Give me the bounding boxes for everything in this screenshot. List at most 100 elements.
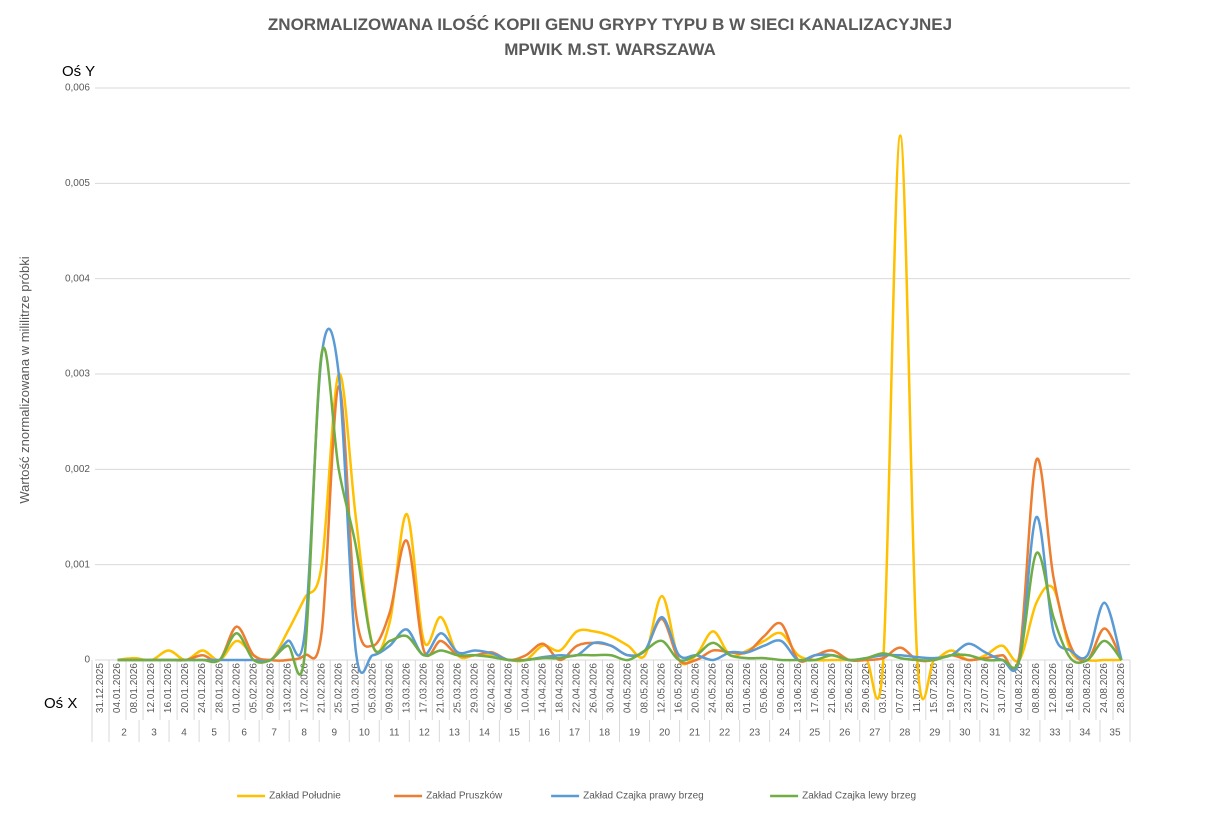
week-label: 8 xyxy=(301,728,307,739)
x-tick-label: 25.03.2026 xyxy=(452,663,463,713)
chart-title: ZNORMALIZOWANA ILOŚĆ KOPII GENU GRYPY TY… xyxy=(268,15,952,34)
week-label: 6 xyxy=(241,728,247,739)
x-tick-label: 05.02.2026 xyxy=(248,663,259,713)
x-tick-label: 21.06.2026 xyxy=(827,663,838,713)
x-tick-label: 08.08.2026 xyxy=(1031,663,1042,713)
legend-label: Zakład Czajka prawy brzeg xyxy=(583,791,704,802)
x-tick-label: 17.06.2026 xyxy=(810,663,821,713)
x-tick-label: 26.04.2026 xyxy=(589,663,600,713)
y-axis-title: Wartość znormalizowana w mililitrze prób… xyxy=(17,256,32,503)
series-line xyxy=(117,385,1123,671)
x-tick-label: 25.02.2026 xyxy=(333,663,344,713)
legend-label: Zakład Czajka lewy brzeg xyxy=(802,791,916,802)
x-tick-label: 04.08.2026 xyxy=(1014,663,1025,713)
week-label: 30 xyxy=(959,728,971,739)
y-tick-label: 0,001 xyxy=(65,559,90,570)
x-tick-label: 21.02.2026 xyxy=(316,663,327,713)
week-label: 35 xyxy=(1109,728,1121,739)
week-label: 20 xyxy=(659,728,671,739)
x-tick-label: 18.04.2026 xyxy=(555,663,566,713)
week-label: 9 xyxy=(331,728,337,739)
x-tick-label: 09.06.2026 xyxy=(776,663,787,713)
week-label: 11 xyxy=(389,728,400,739)
x-tick-label: 20.01.2026 xyxy=(180,663,191,713)
x-tick-label: 11.07.2026 xyxy=(912,663,923,713)
x-tick-label: 31.12.2025 xyxy=(95,663,106,713)
x-tick-label: 12.05.2026 xyxy=(657,663,668,713)
week-label: 28 xyxy=(899,728,911,739)
legend-label: Zakład Południe xyxy=(269,791,341,802)
week-label: 4 xyxy=(181,728,187,739)
x-tick-label: 12.08.2026 xyxy=(1048,663,1059,713)
week-label: 18 xyxy=(599,728,611,739)
series-line xyxy=(117,327,1123,674)
x-tick-label: 30.04.2026 xyxy=(606,663,617,713)
week-label: 5 xyxy=(211,728,217,739)
week-label: 25 xyxy=(809,728,821,739)
x-tick-label: 06.04.2026 xyxy=(504,663,515,713)
week-label: 17 xyxy=(569,728,581,739)
series-line xyxy=(117,134,1122,701)
x-tick-label: 20.08.2026 xyxy=(1082,663,1093,713)
week-label: 16 xyxy=(539,728,551,739)
week-label: 21 xyxy=(689,728,701,739)
x-tick-label: 22.04.2026 xyxy=(572,663,583,713)
x-tick-label: 01.06.2026 xyxy=(742,663,753,713)
x-tick-label: 21.03.2026 xyxy=(435,663,446,713)
x-tick-label: 16.08.2026 xyxy=(1065,663,1076,713)
x-tick-label: 19.07.2026 xyxy=(946,663,957,713)
week-label: 3 xyxy=(151,728,157,739)
week-label: 10 xyxy=(359,728,371,739)
x-tick-label: 28.01.2026 xyxy=(214,663,225,713)
x-tick-label: 09.02.2026 xyxy=(265,663,276,713)
x-tick-label: 29.03.2026 xyxy=(470,663,481,713)
y-tick-label: 0 xyxy=(84,655,90,666)
week-label: 12 xyxy=(419,728,431,739)
week-label: 23 xyxy=(749,728,761,739)
x-tick-label: 24.08.2026 xyxy=(1099,663,1110,713)
y-tick-label: 0,004 xyxy=(65,273,90,284)
x-tick-label: 10.04.2026 xyxy=(521,663,532,713)
x-tick-label: 17.02.2026 xyxy=(299,663,310,713)
y-tick-label: 0,002 xyxy=(65,464,90,475)
x-tick-label: 09.03.2026 xyxy=(384,663,395,713)
week-label: 33 xyxy=(1049,728,1061,739)
x-tick-label: 16.05.2026 xyxy=(674,663,685,713)
week-label: 27 xyxy=(869,728,881,739)
x-tick-label: 17.03.2026 xyxy=(418,663,429,713)
x-tick-label: 03.07.2026 xyxy=(878,663,889,713)
x-tick-label: 25.06.2026 xyxy=(844,663,855,713)
week-label: 31 xyxy=(989,728,1001,739)
y-tick-label: 0,003 xyxy=(65,369,90,380)
legend-label: Zakład Pruszków xyxy=(426,791,503,802)
week-label: 24 xyxy=(779,728,791,739)
x-tick-label: 02.04.2026 xyxy=(487,663,498,713)
x-tick-label: 13.02.2026 xyxy=(282,663,293,713)
x-tick-label: 04.05.2026 xyxy=(623,663,634,713)
week-label: 13 xyxy=(449,728,461,739)
week-label: 14 xyxy=(479,728,491,739)
x-tick-label: 01.02.2026 xyxy=(231,663,242,713)
week-label: 2 xyxy=(121,728,127,739)
week-label: 29 xyxy=(929,728,941,739)
week-label: 15 xyxy=(509,728,521,739)
week-label: 32 xyxy=(1019,728,1031,739)
x-tick-label: 16.01.2026 xyxy=(163,663,174,713)
x-tick-label: 28.05.2026 xyxy=(725,663,736,713)
chart-title: MPWIK M.ST. WARSZAWA xyxy=(504,40,716,59)
y-tick-label: 0,005 xyxy=(65,178,90,189)
week-label: 22 xyxy=(719,728,731,739)
y-corner-label: Oś Y xyxy=(62,63,95,80)
week-label: 7 xyxy=(271,728,277,739)
x-tick-label: 28.08.2026 xyxy=(1116,663,1127,713)
x-tick-label: 23.07.2026 xyxy=(963,663,974,713)
x-tick-label: 31.07.2026 xyxy=(997,663,1008,713)
x-tick-label: 08.05.2026 xyxy=(640,663,651,713)
week-label: 26 xyxy=(839,728,851,739)
x-tick-label: 24.01.2026 xyxy=(197,663,208,713)
x-tick-label: 13.06.2026 xyxy=(793,663,804,713)
x-tick-label: 14.04.2026 xyxy=(538,663,549,713)
x-tick-label: 08.01.2026 xyxy=(129,663,140,713)
x-tick-label: 27.07.2026 xyxy=(980,663,991,713)
y-tick-label: 0,006 xyxy=(65,83,90,94)
